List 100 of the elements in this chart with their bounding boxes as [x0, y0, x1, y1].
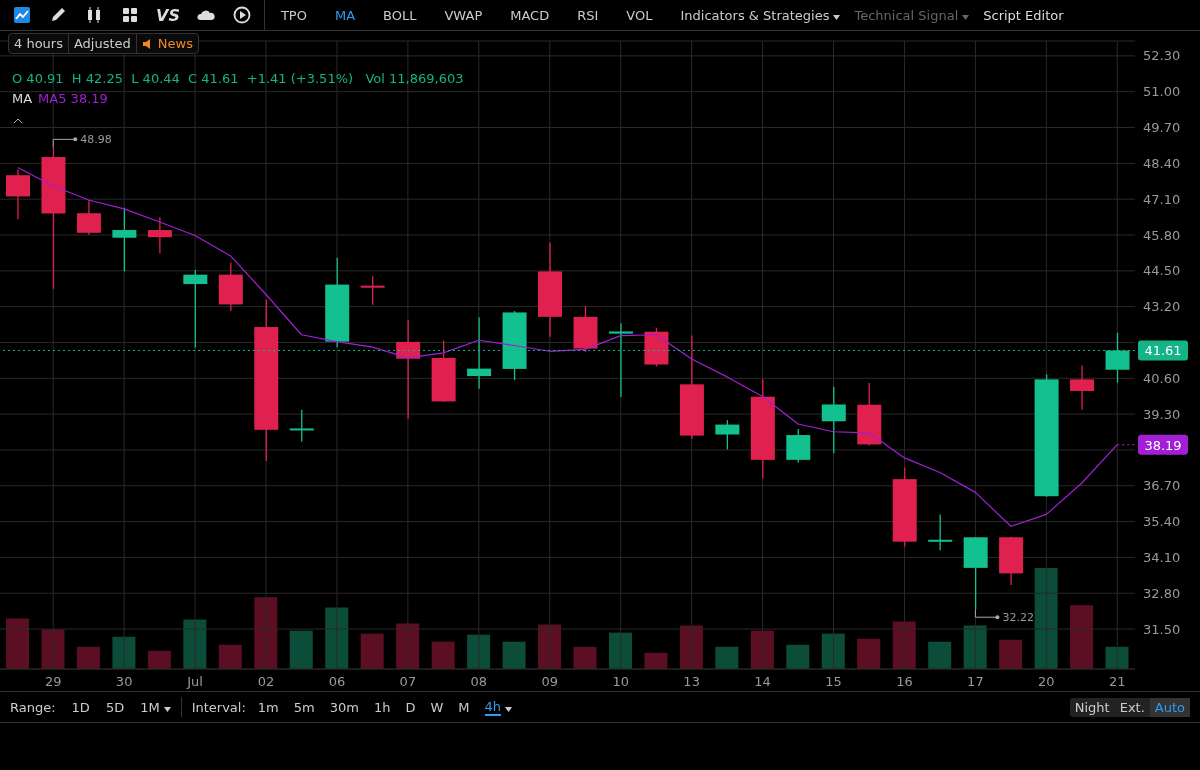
bar [750, 630, 774, 669]
y-tick-label: 47.10 [1143, 191, 1181, 207]
bar [76, 646, 100, 669]
text: VOL [626, 7, 653, 23]
bar [360, 633, 384, 669]
text: Range: [10, 699, 56, 715]
text: 4h [484, 698, 502, 714]
x-tick-label: 16 [896, 674, 913, 690]
candlestick [1105, 332, 1130, 384]
annotation: MA5 38.19 [38, 91, 108, 106]
y-tick-label: 31.50 [1143, 621, 1181, 637]
candlestick [6, 168, 30, 220]
ref-line-label: 41.61 [1144, 343, 1182, 359]
y-tick-label: 36.70 [1143, 478, 1181, 494]
text: 5D [105, 699, 125, 715]
text: MA [334, 7, 356, 23]
text: Script Editor [983, 7, 1064, 23]
candlestick [112, 207, 137, 273]
bar [644, 652, 668, 669]
candlestick [76, 199, 101, 236]
y-tick-label: 44.50 [1143, 263, 1181, 279]
bar [715, 646, 739, 669]
annotation: 32.22 [1002, 611, 1034, 625]
text: Night [1074, 699, 1110, 715]
candlestick [608, 322, 633, 398]
text: Ext. [1119, 699, 1145, 715]
candlestick [715, 419, 740, 451]
y-tick-label: 35.40 [1143, 514, 1181, 530]
candlestick [183, 269, 208, 349]
x-tick-label: 10 [612, 674, 629, 690]
text: Interval: [191, 699, 246, 715]
bar [857, 638, 881, 669]
y-tick-label: 51.00 [1143, 84, 1181, 100]
bar [928, 641, 952, 669]
bar [41, 629, 65, 669]
bar [6, 618, 29, 669]
y-tick-label: 39.30 [1143, 406, 1181, 422]
text: 1D [71, 699, 90, 715]
text: Indicators & Strategies [680, 7, 830, 23]
text: VWAP [444, 7, 483, 23]
bar [1034, 568, 1058, 669]
bar [1105, 646, 1129, 669]
candlestick [147, 216, 172, 254]
y-tick-label: 52.30 [1143, 48, 1181, 64]
y-tick-label: 45.80 [1143, 227, 1181, 243]
x-tick-label: 08 [470, 674, 488, 690]
text: W [430, 699, 444, 715]
text: 1m [257, 699, 279, 715]
annotation: Adjusted [73, 36, 131, 51]
bar [1070, 605, 1094, 669]
candlestick [289, 409, 314, 443]
bar [502, 641, 526, 669]
bar [467, 634, 491, 669]
annotation: 4 hours [14, 36, 63, 51]
bar [431, 641, 455, 669]
text: 1h [373, 699, 391, 715]
candlestick [1070, 364, 1095, 411]
bar [999, 639, 1023, 669]
x-tick-label: 14 [754, 674, 771, 690]
x-tick-label: 09 [541, 674, 559, 690]
candlestick [360, 275, 385, 306]
text: Technical Signal [854, 7, 959, 23]
candlestick [928, 513, 953, 551]
bar [218, 644, 242, 669]
text: 5m [293, 699, 315, 715]
y-tick-label: 49.70 [1143, 120, 1181, 136]
candlestick [396, 319, 421, 420]
y-tick-label: 40.60 [1143, 370, 1181, 386]
text: 1M [140, 699, 160, 715]
annotation: 48.98 [80, 133, 112, 147]
text: VS [156, 5, 180, 25]
y-tick-label: 48.40 [1143, 155, 1181, 171]
y-tick-label: 43.20 [1143, 299, 1181, 315]
candlestick [467, 316, 492, 390]
annotation: MA [12, 91, 33, 106]
bar [608, 632, 632, 669]
data-label: 38.19 [1144, 437, 1182, 453]
text: MACD [510, 7, 550, 23]
x-tick-label: 07 [399, 674, 417, 690]
bar [786, 644, 810, 669]
x-tick-label: 21 [1108, 674, 1126, 690]
x-tick-label: 15 [825, 674, 842, 690]
x-tick-label: 30 [115, 674, 133, 690]
x-tick-label: 17 [967, 674, 984, 690]
x-tick-label: 06 [328, 674, 346, 690]
x-tick-label: 02 [257, 674, 275, 690]
candlestick [821, 386, 846, 454]
bar [289, 630, 313, 669]
bar [821, 633, 845, 669]
annotation: News [157, 36, 193, 51]
y-tick-label: 34.10 [1143, 550, 1181, 566]
text: TPO [280, 7, 307, 23]
text: RSI [577, 7, 599, 23]
x-tick-label: 20 [1038, 674, 1055, 690]
annotation: O 40.91 H 42.25 L 40.44 C 41.61 +1.41 (+3.51%) Vol 11,869,603 [12, 71, 464, 86]
x-tick-label: Jul [186, 674, 203, 690]
x-tick-label: 13 [683, 674, 700, 690]
text: M [458, 699, 470, 715]
bar [147, 650, 171, 669]
x-tick-label: 29 [44, 674, 62, 690]
